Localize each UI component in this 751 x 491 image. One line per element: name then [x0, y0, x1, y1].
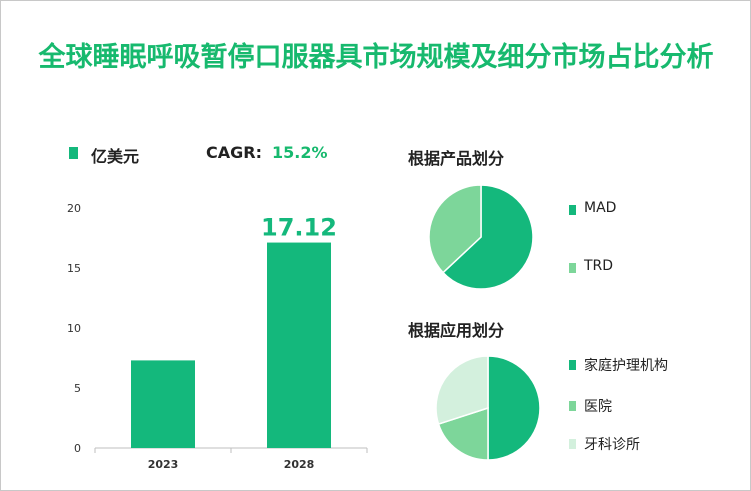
unit-legend-swatch [69, 147, 78, 159]
product-pie-title: 根据产品划分 [408, 149, 505, 168]
bar-2028 [267, 242, 331, 448]
product-pie-slice-0 [442, 184, 534, 290]
legend-label-hospital: 医院 [584, 399, 612, 415]
y-tick-label: 5 [74, 382, 81, 395]
y-tick-label: 20 [67, 202, 81, 215]
legend-label-mad: MAD [584, 200, 617, 216]
legend-label-trd: TRD [584, 258, 614, 274]
legend-label-dental-clinic: 牙科诊所 [584, 437, 640, 453]
application-pie-title: 根据应用划分 [408, 321, 505, 340]
application-pie-slice-2 [435, 355, 489, 426]
cagr-label: CAGR: [206, 143, 262, 162]
application-pie-slice-1 [437, 406, 489, 461]
bar-2023 [131, 360, 195, 448]
product-pie-chart [428, 184, 534, 290]
application-pie-chart [435, 355, 541, 461]
x-tick-label: 2023 [148, 458, 179, 471]
legend-swatch-dental-clinic [569, 439, 576, 449]
application-pie-slice-0 [487, 355, 541, 461]
legend-swatch-home-care [569, 360, 576, 370]
legend-swatch-trd [569, 263, 576, 273]
bar-data-label: 17.12 [261, 214, 337, 242]
chart-title: 全球睡眠呼吸暂停口服器具市场规模及细分市场占比分析 [38, 42, 714, 73]
y-tick-label: 10 [67, 322, 81, 335]
unit-legend-label: 亿美元 [91, 147, 140, 166]
y-tick-label: 0 [74, 442, 81, 455]
legend-label-home-care: 家庭护理机构 [584, 358, 668, 374]
legend-swatch-mad [569, 205, 576, 215]
cagr-value: 15.2% [272, 143, 328, 162]
product-pie-slice-1 [428, 184, 482, 274]
y-tick-label: 15 [67, 262, 81, 275]
x-tick-label: 2028 [284, 458, 315, 471]
legend-swatch-hospital [569, 401, 576, 411]
